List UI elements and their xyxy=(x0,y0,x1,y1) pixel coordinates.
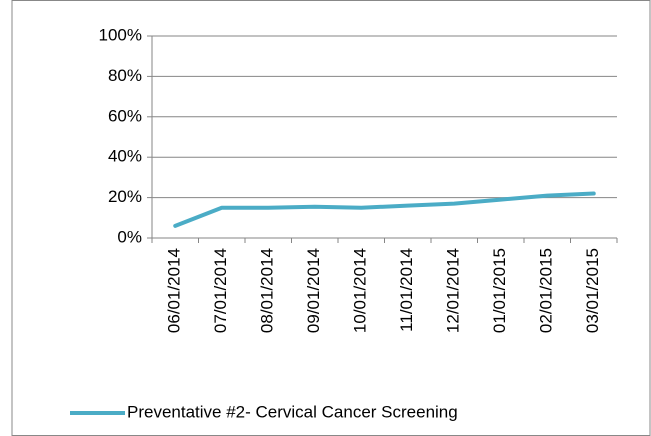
x-tick-label: 01/01/2015 xyxy=(490,248,509,333)
x-tick-label: 08/01/2014 xyxy=(258,248,277,333)
x-tick-label: 11/01/2014 xyxy=(397,248,416,332)
x-tick-label: 12/01/2014 xyxy=(444,248,463,333)
x-tick-label: 09/01/2014 xyxy=(304,248,323,333)
y-tick-label: 100% xyxy=(99,25,142,44)
legend-label: Preventative #2- Cervical Cancer Screeni… xyxy=(127,402,458,421)
x-tick-label: 06/01/2014 xyxy=(165,248,184,333)
y-tick-label: 20% xyxy=(108,187,142,206)
x-tick-label: 10/01/2014 xyxy=(351,248,370,333)
y-tick-label: 60% xyxy=(108,106,142,125)
y-tick-label: 0% xyxy=(117,227,142,246)
x-tick-label: 07/01/2014 xyxy=(211,248,230,333)
y-tick-label: 40% xyxy=(108,147,142,166)
series-line xyxy=(173,191,596,228)
chart-frame xyxy=(11,0,651,436)
x-tick-label: 02/01/2015 xyxy=(537,248,556,333)
y-tick-label: 80% xyxy=(108,66,142,85)
x-tick-label: 03/01/2015 xyxy=(583,248,602,333)
